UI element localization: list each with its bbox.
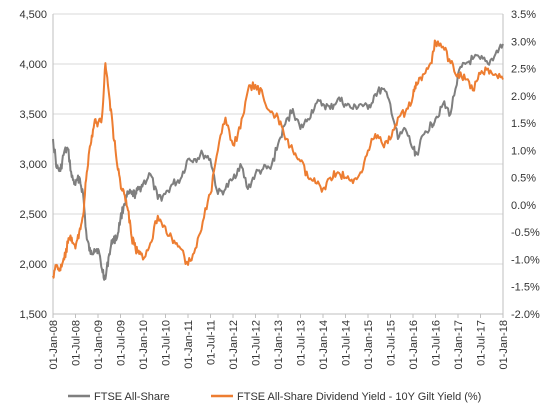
y-right-tick-label: 1.5% <box>511 118 536 130</box>
x-tick-label: 01-Jul-15 <box>386 320 398 366</box>
y-axis-right: -2.0% -1.5% -1.0% -0.5% 0.0% 0.5% 1.0% 1.5% 2.0%… <box>511 9 540 321</box>
x-tick-label: 01-Jan-18 <box>498 320 510 370</box>
series-line-2 <box>52 39 504 279</box>
y-left-tick-label: 2,000 <box>19 259 47 271</box>
x-tick-label: 01-Jan-08 <box>48 320 60 370</box>
x-tick-label: 01-Jul-11 <box>206 320 218 365</box>
legend-label-1: FTSE All-Share <box>94 391 170 403</box>
x-tick-label: 01-Jul-17 <box>476 320 488 366</box>
x-tick-label: 01-Jan-11 <box>183 320 195 369</box>
x-axis: 01-Jan-08 01-Jul-08 01-Jan-09 01-Jul-09 01-J… <box>48 314 510 370</box>
y-right-tick-label: 3.0% <box>511 36 536 48</box>
y-right-tick-label: 1.0% <box>511 145 536 157</box>
y-left-tick-label: 3,000 <box>19 159 47 171</box>
y-right-tick-label: -1.5% <box>511 282 540 294</box>
y-right-tick-label: 2.5% <box>511 64 536 76</box>
x-tick-label: 01-Jan-17 <box>453 320 465 370</box>
x-tick-label: 01-Jan-15 <box>363 320 375 370</box>
y-left-tick-label: 4,500 <box>19 9 47 21</box>
x-tick-label: 01-Jul-12 <box>251 320 263 366</box>
y-right-tick-label: 3.5% <box>511 9 536 21</box>
y-left-tick-label: 1,500 <box>19 309 47 321</box>
x-tick-label: 01-Jul-08 <box>71 320 83 366</box>
series-lines <box>52 39 504 281</box>
y-right-tick-label: -0.5% <box>511 227 540 239</box>
y-right-tick-label: 2.0% <box>511 91 536 103</box>
x-tick-label: 01-Jul-16 <box>431 320 443 366</box>
x-tick-label: 01-Jul-10 <box>161 320 173 366</box>
y-right-tick-label: 0.0% <box>511 200 536 212</box>
series-line-1 <box>52 43 504 281</box>
gridlines <box>53 13 503 315</box>
y-right-tick-label: -1.0% <box>511 254 540 266</box>
x-tick-label: 01-Jan-10 <box>138 320 150 370</box>
x-tick-label: 01-Jul-14 <box>341 320 353 366</box>
y-right-tick-label: 0.5% <box>511 173 536 185</box>
x-tick-label: 01-Jul-09 <box>116 320 128 366</box>
y-axis-left: 1,500 2,000 2,500 3,000 3,500 4,000 4,500 <box>19 9 47 321</box>
y-right-tick-label: -2.0% <box>511 309 540 321</box>
legend-label-2: FTSE All-Share Dividend Yield - 10Y Gilt… <box>237 391 481 403</box>
legend: FTSE All-Share FTSE All-Share Dividend Yi… <box>68 391 481 403</box>
y-left-tick-label: 4,000 <box>19 59 47 71</box>
x-tick-label: 01-Jan-12 <box>228 320 240 370</box>
x-tick-label: 01-Jan-14 <box>318 320 330 370</box>
x-tick-label: 01-Jul-13 <box>296 320 308 366</box>
x-tick-label: 01-Jan-13 <box>273 320 285 370</box>
x-tick-label: 01-Jan-09 <box>93 320 105 370</box>
x-tick-label: 01-Jan-16 <box>408 320 420 370</box>
y-left-tick-label: 2,500 <box>19 209 47 221</box>
y-left-tick-label: 3,500 <box>19 109 47 121</box>
